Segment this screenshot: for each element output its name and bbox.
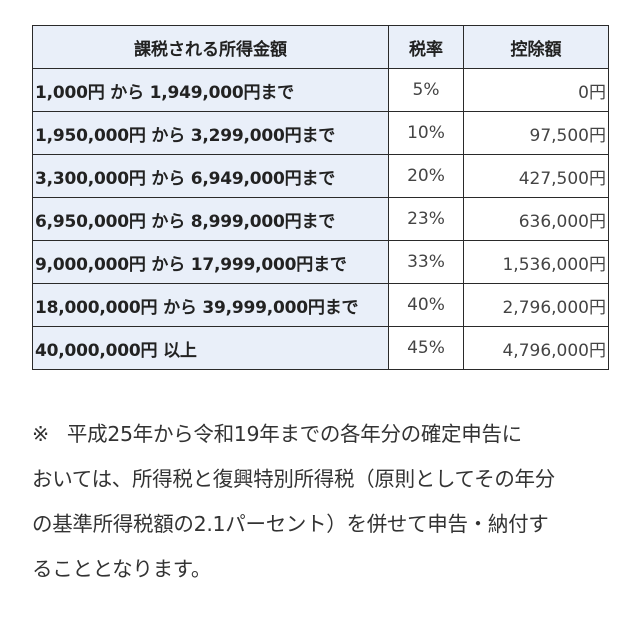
income-range-cell: 1,000円 から 1,949,000円まで [32, 68, 389, 112]
tax-rate-cell: 5% [388, 68, 464, 112]
note-mark: ※ [32, 422, 49, 446]
table-row: 1,950,000円 から 3,299,000円まで 10% 97,500円 [32, 111, 609, 155]
deduction-cell: 427,500円 [463, 154, 609, 198]
note-line: ※ 平成25年から令和19年までの各年分の確定申告に [32, 412, 612, 457]
income-range-cell: 1,950,000円 から 3,299,000円まで [32, 111, 389, 155]
table-header-row: 課税される所得金額 税率 控除額 [32, 25, 609, 69]
deduction-cell: 636,000円 [463, 197, 609, 241]
deduction-cell: 0円 [463, 68, 609, 112]
income-range-cell: 18,000,000円 から 39,999,000円まで [32, 283, 389, 327]
table-row: 1,000円 から 1,949,000円まで 5% 0円 [32, 68, 609, 112]
note-line: ることとなります。 [32, 557, 212, 581]
deduction-cell: 4,796,000円 [463, 326, 609, 370]
note-text: 平成25年から令和19年までの各年分の確定申告に [66, 422, 522, 446]
table-row: 40,000,000円 以上 45% 4,796,000円 [32, 326, 609, 370]
note-line: の基準所得税額の2.1パーセント）を併せて申告・納付す [32, 512, 549, 536]
tax-rate-cell: 33% [388, 240, 464, 284]
reconstruction-tax-note: ※ 平成25年から令和19年までの各年分の確定申告に おいては、所得税と復興特別所… [32, 412, 612, 592]
income-tax-rate-table: 課税される所得金額 税率 控除額 1,000円 から 1,949,000円まで … [32, 25, 609, 370]
tax-rate-cell: 45% [388, 326, 464, 370]
tax-rate-cell: 40% [388, 283, 464, 327]
deduction-cell: 2,796,000円 [463, 283, 609, 327]
tax-rate-cell: 23% [388, 197, 464, 241]
table-row: 6,950,000円 から 8,999,000円まで 23% 636,000円 [32, 197, 609, 241]
income-range-cell: 6,950,000円 から 8,999,000円まで [32, 197, 389, 241]
table-row: 9,000,000円 から 17,999,000円まで 33% 1,536,00… [32, 240, 609, 284]
tax-rate-cell: 20% [388, 154, 464, 198]
deduction-cell: 1,536,000円 [463, 240, 609, 284]
table-row: 18,000,000円 から 39,999,000円まで 40% 2,796,0… [32, 283, 609, 327]
income-range-cell: 9,000,000円 から 17,999,000円まで [32, 240, 389, 284]
deduction-cell: 97,500円 [463, 111, 609, 155]
income-range-cell: 3,300,000円 から 6,949,000円まで [32, 154, 389, 198]
income-range-cell: 40,000,000円 以上 [32, 326, 389, 370]
note-line: おいては、所得税と復興特別所得税（原則としてその年分 [32, 467, 555, 491]
header-deduction: 控除額 [463, 25, 609, 69]
table-row: 3,300,000円 から 6,949,000円まで 20% 427,500円 [32, 154, 609, 198]
header-tax-rate: 税率 [388, 25, 464, 69]
header-taxable-income: 課税される所得金額 [32, 25, 389, 69]
tax-rate-cell: 10% [388, 111, 464, 155]
